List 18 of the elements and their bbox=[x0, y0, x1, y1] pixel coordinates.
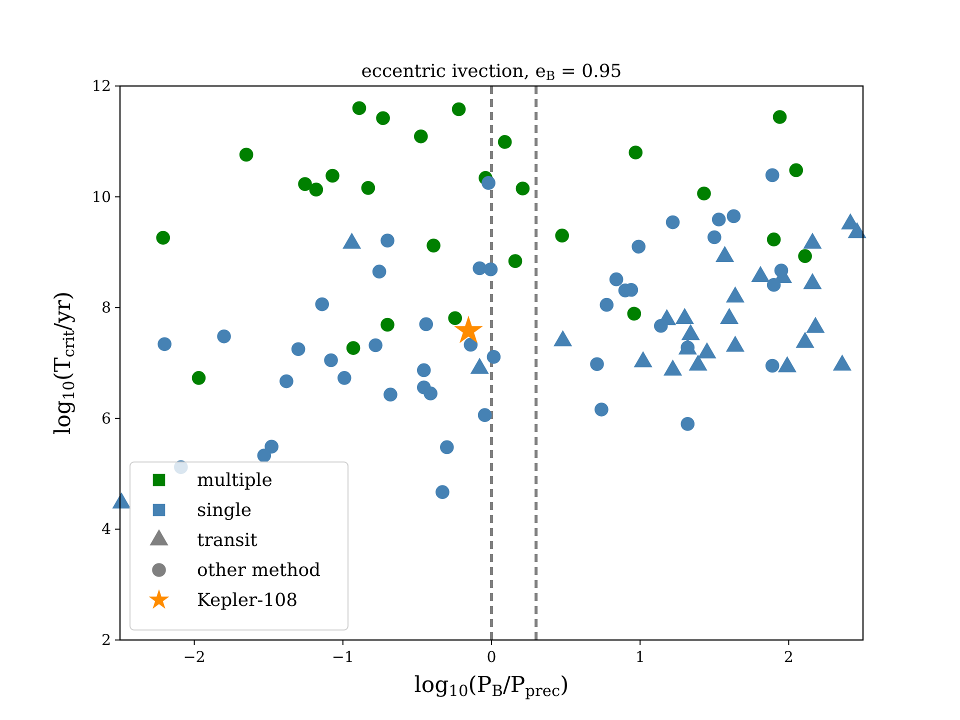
legend-label: transit bbox=[197, 530, 258, 551]
x-tick-label: 2 bbox=[784, 648, 794, 666]
x-tick-label: −1 bbox=[332, 648, 354, 666]
x-axis-title: log$_{10}$(P$_{B}$/P$_{prec}$) bbox=[414, 673, 569, 700]
x-tick-label: 1 bbox=[635, 648, 645, 666]
x-tick-label: −2 bbox=[183, 648, 206, 666]
legend-label: single bbox=[197, 500, 252, 521]
legend-label: multiple bbox=[197, 470, 272, 491]
chart-title: eccentric ivection, e$_{B}$ = 0.95 bbox=[361, 61, 622, 84]
y-tick-label: 8 bbox=[101, 298, 111, 317]
legend-label: other method bbox=[197, 560, 321, 581]
legend-label: Kepler-108 bbox=[197, 590, 298, 611]
x-tick-label: 0 bbox=[486, 648, 496, 666]
y-tick-label: 2 bbox=[101, 631, 111, 649]
y-tick-label: 12 bbox=[92, 77, 111, 95]
y-tick-label: 10 bbox=[92, 188, 111, 206]
y-tick-label: 6 bbox=[101, 409, 111, 428]
y-tick-label: 4 bbox=[101, 520, 111, 538]
